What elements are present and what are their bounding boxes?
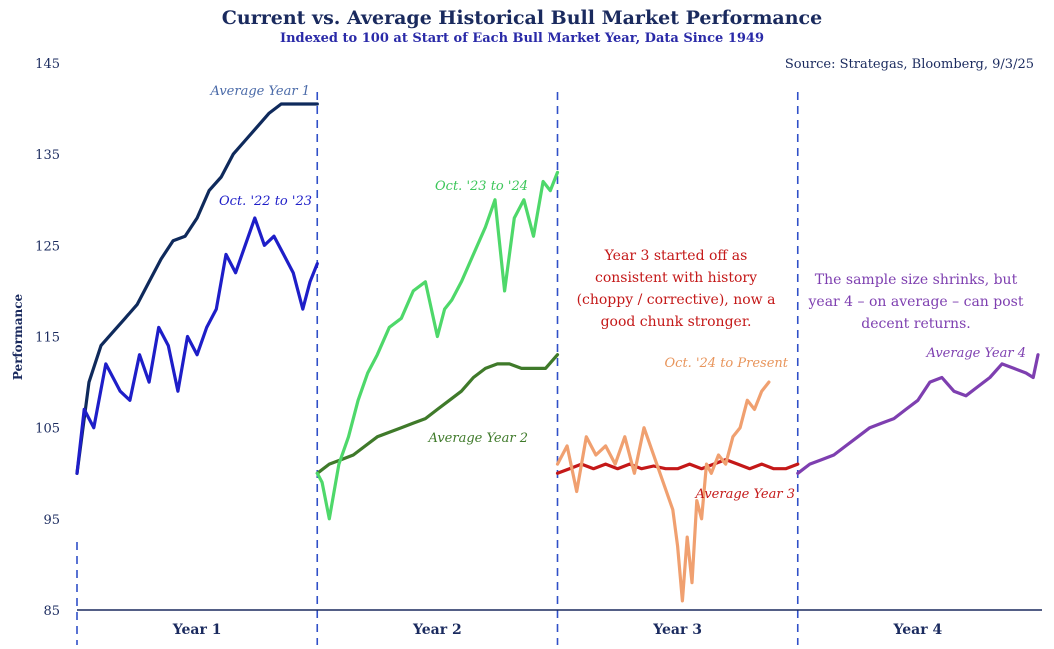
series-line xyxy=(555,380,771,603)
y-tick-label: 125 xyxy=(35,239,60,254)
series-label: Oct. '24 to Present xyxy=(665,356,789,371)
year-label: Year 2 xyxy=(412,622,462,638)
year-labels: Year 1 Year 2 Year 3 Year 4 xyxy=(172,622,943,638)
annotation-line: Year 3 started off as xyxy=(604,248,748,264)
annotations: Year 3 started off as consistent with his… xyxy=(577,248,1024,332)
y-axis-label: Performance xyxy=(11,293,25,380)
annotation-line: consistent with history xyxy=(595,270,757,286)
series-line xyxy=(315,170,560,521)
y-axis-ticks: 145 135 125 115 105 95 85 xyxy=(35,57,60,619)
series-label: Average Year 2 xyxy=(427,431,528,446)
series-label: Oct. '22 to '23 xyxy=(219,194,312,209)
y-tick-label: 145 xyxy=(35,57,60,72)
y-tick-label: 105 xyxy=(35,422,60,437)
series-line xyxy=(75,216,319,475)
year-label: Year 3 xyxy=(652,622,702,638)
annotation-line: (choppy / corrective), now a xyxy=(577,292,776,308)
series-line xyxy=(796,353,1040,475)
series-line xyxy=(75,102,319,475)
annotation-line: decent returns. xyxy=(861,316,970,332)
source-note: Source: Strategas, Bloomberg, 9/3/25 xyxy=(785,57,1034,72)
year-label: Year 1 xyxy=(172,622,222,638)
series-line xyxy=(555,458,800,475)
y-tick-label: 135 xyxy=(35,148,60,163)
y-tick-label: 95 xyxy=(43,513,60,528)
year-dividers xyxy=(76,92,799,645)
series-labels: Average Year 1 Oct. '22 to '23 Oct. '23 to… xyxy=(209,84,1026,502)
annotation-line: good chunk stronger. xyxy=(601,314,752,330)
chart-subtitle: Indexed to 100 at Start of Each Bull Mar… xyxy=(280,31,764,46)
series-lines xyxy=(75,102,1040,603)
series-label: Average Year 3 xyxy=(694,487,795,502)
chart-title: Current vs. Average Historical Bull Mark… xyxy=(222,7,822,29)
annotation-line: The sample size shrinks, but xyxy=(815,272,1018,288)
series-line xyxy=(315,353,560,475)
y-tick-label: 115 xyxy=(35,331,60,346)
y-tick-label: 85 xyxy=(43,604,60,619)
series-label: Oct. '23 to '24 xyxy=(435,179,528,194)
year-label: Year 4 xyxy=(893,622,943,638)
series-label: Average Year 1 xyxy=(209,84,310,99)
annotation-line: year 4 – on average – can post xyxy=(808,294,1024,310)
series-label: Average Year 4 xyxy=(925,346,1026,361)
